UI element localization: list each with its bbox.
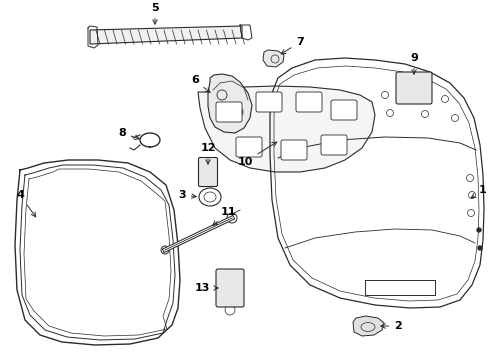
Text: 4: 4 <box>16 190 36 217</box>
Text: 10: 10 <box>237 142 276 167</box>
FancyBboxPatch shape <box>236 137 262 157</box>
FancyBboxPatch shape <box>256 92 282 112</box>
Text: 8: 8 <box>118 128 139 139</box>
FancyBboxPatch shape <box>281 140 306 160</box>
Polygon shape <box>90 26 242 44</box>
Circle shape <box>476 228 480 232</box>
Text: 7: 7 <box>281 37 303 54</box>
Text: 9: 9 <box>409 53 417 74</box>
FancyBboxPatch shape <box>395 72 431 104</box>
FancyBboxPatch shape <box>198 157 217 186</box>
Text: 11: 11 <box>212 207 235 225</box>
Text: 13: 13 <box>194 283 218 293</box>
FancyBboxPatch shape <box>320 135 346 155</box>
Text: 2: 2 <box>380 321 401 331</box>
Circle shape <box>477 246 481 250</box>
FancyBboxPatch shape <box>330 100 356 120</box>
Text: 1: 1 <box>470 185 486 198</box>
Text: 12: 12 <box>200 143 215 164</box>
Polygon shape <box>207 74 251 133</box>
Text: 3: 3 <box>178 190 196 200</box>
Text: 5: 5 <box>151 3 159 24</box>
Polygon shape <box>198 86 374 172</box>
Polygon shape <box>263 50 284 67</box>
FancyBboxPatch shape <box>216 102 242 122</box>
FancyBboxPatch shape <box>295 92 321 112</box>
FancyBboxPatch shape <box>216 269 244 307</box>
Polygon shape <box>352 316 383 336</box>
Text: 6: 6 <box>191 75 210 93</box>
